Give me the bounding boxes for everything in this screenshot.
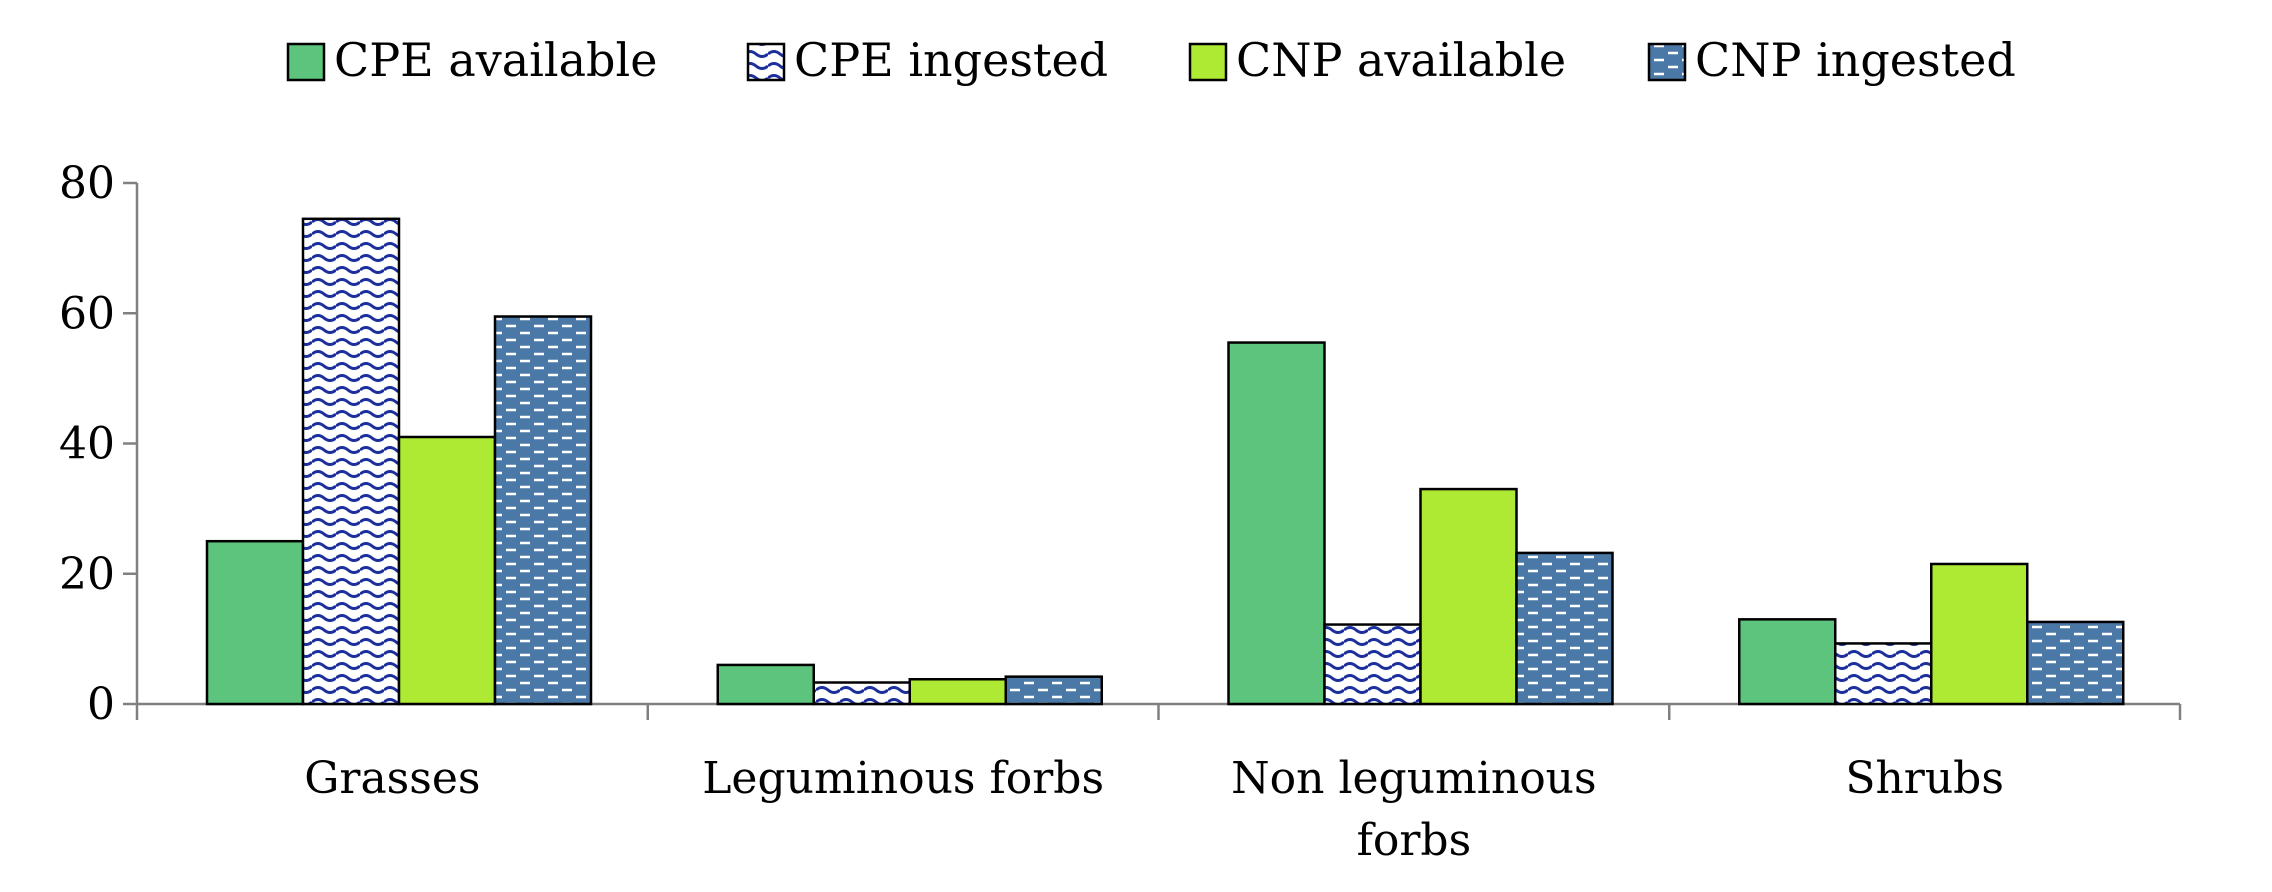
bar-cnp-available bbox=[397, 435, 497, 706]
bar-cnp-ingested bbox=[2026, 620, 2125, 706]
bar-cpe-available bbox=[1738, 618, 1837, 706]
y-tick-label: 0 bbox=[87, 679, 115, 730]
bars bbox=[205, 217, 2125, 706]
bar-cnp-ingested bbox=[1004, 675, 1103, 706]
bar-cpe-ingested bbox=[1323, 623, 1422, 706]
legend-swatch bbox=[746, 42, 786, 82]
legend-label: CPE available bbox=[334, 33, 657, 87]
bar-cpe-ingested bbox=[301, 217, 401, 706]
bar-cpe-ingested bbox=[812, 681, 911, 706]
bar-cnp-available bbox=[908, 678, 1007, 706]
y-tick-label: 60 bbox=[59, 288, 115, 339]
axes: 0 20 40 60 80 Grasses Leguminous forbs Non legu… bbox=[59, 158, 2182, 866]
x-tick-label: Shrubs bbox=[1845, 753, 2004, 804]
bar-cpe-available bbox=[205, 539, 305, 706]
x-tick-label: Grasses bbox=[304, 753, 480, 804]
legend-swatch bbox=[1188, 42, 1228, 82]
y-tick-label: 40 bbox=[59, 419, 115, 470]
legend-label: CNP ingested bbox=[1695, 33, 2016, 87]
legend-label: CPE ingested bbox=[794, 33, 1108, 87]
bar-cnp-ingested bbox=[1515, 551, 1614, 706]
bar-cnp-available bbox=[1419, 487, 1518, 706]
bar-cpe-available bbox=[716, 663, 815, 706]
bar-cpe-ingested bbox=[1834, 642, 1933, 706]
bar-cpe-available bbox=[1227, 341, 1326, 706]
bar-cnp-available bbox=[1930, 562, 2029, 706]
x-tick-label: Leguminous forbs bbox=[702, 753, 1104, 804]
x-tick-label: Non leguminous forbs bbox=[1231, 753, 1596, 866]
y-tick-label: 80 bbox=[59, 158, 115, 209]
y-tick-label: 20 bbox=[59, 549, 115, 600]
legend-swatch bbox=[1647, 42, 1687, 82]
legend-label: CNP available bbox=[1236, 33, 1566, 87]
legend-swatch bbox=[286, 42, 326, 82]
legend: CPE available CPE ingested CNP available CN… bbox=[286, 33, 2016, 87]
bar-cnp-ingested bbox=[493, 315, 593, 706]
